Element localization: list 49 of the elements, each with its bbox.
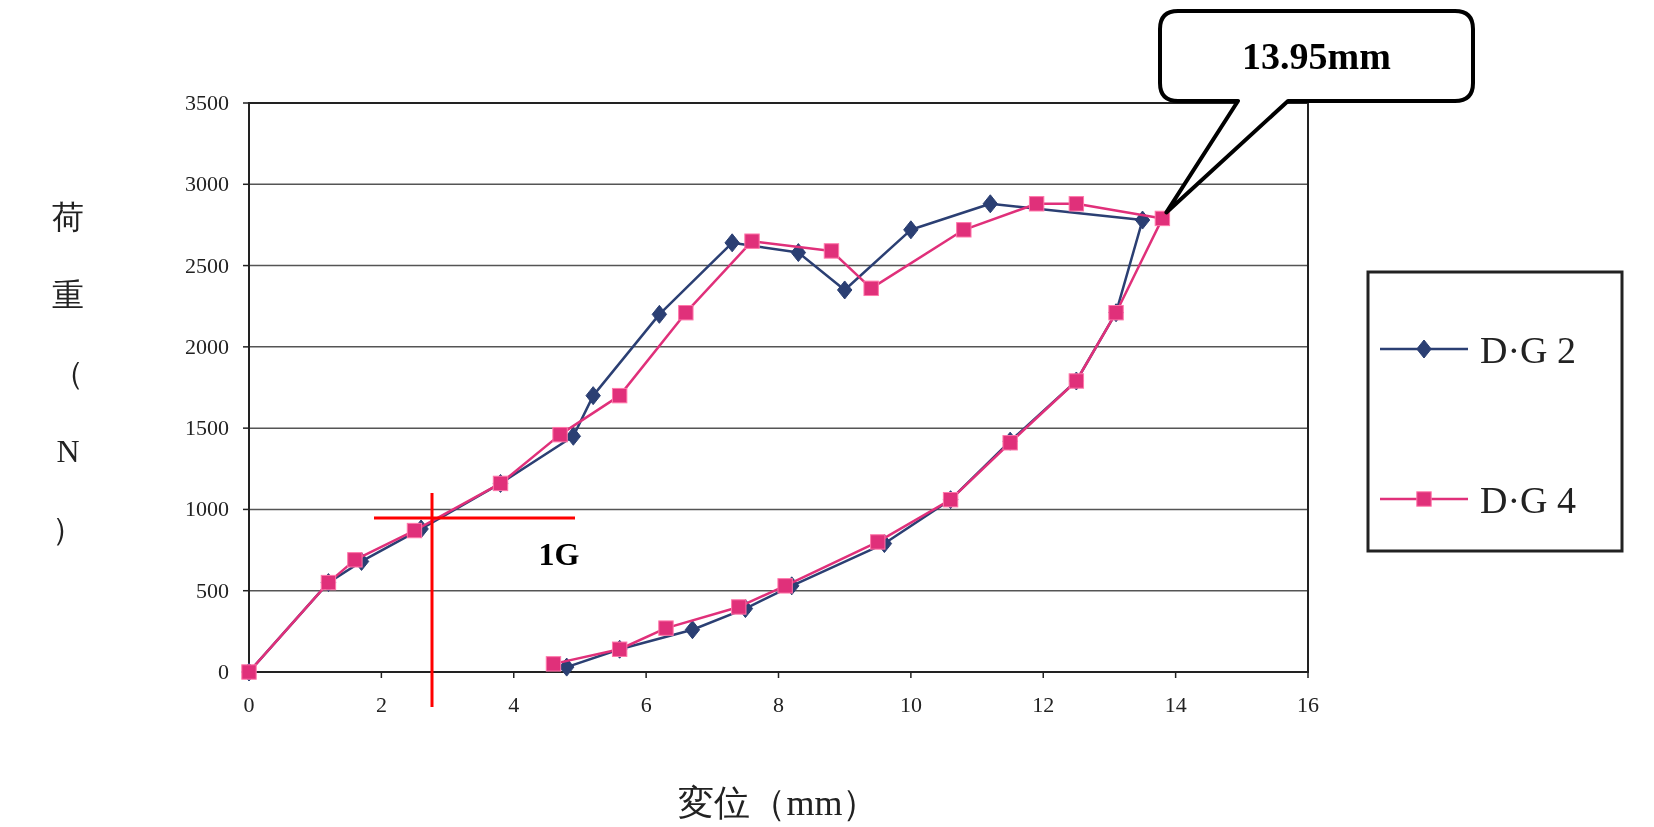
annotation: 1G [538, 536, 580, 572]
y-tick-label: 1000 [185, 496, 229, 522]
x-tick-label: 12 [1032, 692, 1055, 717]
point [585, 386, 601, 406]
point [790, 243, 807, 263]
point [870, 534, 886, 550]
point [651, 304, 668, 324]
y-tick-label: 500 [196, 577, 229, 603]
y-tick-label: 3000 [185, 171, 229, 197]
point [545, 656, 562, 672]
x-tick-label: 6 [640, 692, 652, 717]
x-tick-label: 2 [375, 692, 387, 717]
point [347, 552, 363, 568]
point [678, 305, 694, 321]
x-tick-label: 14 [1164, 692, 1187, 717]
point [982, 194, 998, 214]
point [1028, 196, 1045, 212]
point [565, 426, 582, 446]
point [956, 222, 972, 238]
point [1002, 435, 1018, 451]
point [823, 243, 840, 259]
y-tick-label: 2500 [185, 252, 229, 278]
point [1068, 196, 1085, 212]
point [731, 599, 747, 615]
point [777, 578, 793, 594]
x-axis-title: 変位（mm） [678, 783, 879, 823]
x-tick-label: 10 [899, 692, 922, 717]
y-tick-label: 1500 [185, 415, 229, 441]
y-tick-label: 2000 [185, 333, 229, 359]
point [836, 280, 853, 300]
text: 荷重（N） [52, 199, 84, 547]
legend-label: D·G 4 [1480, 479, 1577, 521]
x-tick-label: 8 [773, 692, 784, 717]
point [744, 233, 760, 249]
y-tick-label: 3500 [185, 90, 229, 115]
point [406, 522, 423, 539]
x-tick-label: 4 [508, 692, 520, 717]
point [658, 620, 674, 636]
x-tick-label: 0 [243, 692, 255, 717]
point [863, 280, 879, 297]
point [724, 233, 740, 253]
legend-label: D·G 2 [1480, 329, 1577, 371]
point [903, 220, 919, 240]
point [552, 426, 568, 443]
point [684, 620, 701, 640]
point [1154, 210, 1171, 227]
y-tick-label: 0 [218, 659, 229, 684]
point [611, 387, 628, 404]
x-tick-label: 16 [1297, 692, 1319, 717]
